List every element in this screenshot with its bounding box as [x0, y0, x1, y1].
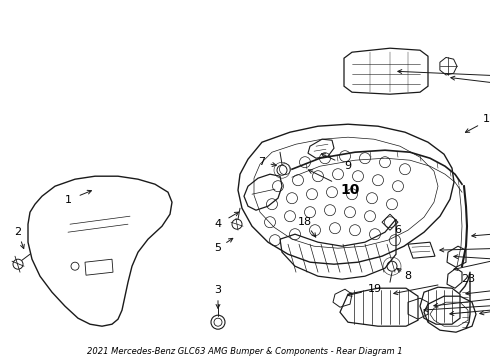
- Text: 2: 2: [14, 227, 22, 237]
- Text: 4: 4: [215, 219, 221, 229]
- Text: 12: 12: [483, 114, 490, 124]
- Text: 5: 5: [215, 243, 221, 253]
- Text: 23: 23: [461, 274, 475, 284]
- Text: 2021 Mercedes-Benz GLC63 AMG Bumper & Components - Rear Diagram 1: 2021 Mercedes-Benz GLC63 AMG Bumper & Co…: [87, 347, 403, 356]
- Text: 10: 10: [341, 183, 360, 197]
- Text: 18: 18: [298, 217, 312, 227]
- Text: 1: 1: [65, 195, 72, 205]
- Text: 3: 3: [215, 285, 221, 295]
- Text: 19: 19: [368, 284, 382, 294]
- Text: 9: 9: [344, 161, 351, 171]
- Text: 7: 7: [258, 157, 266, 167]
- Text: 6: 6: [394, 225, 401, 235]
- Text: 8: 8: [404, 271, 412, 281]
